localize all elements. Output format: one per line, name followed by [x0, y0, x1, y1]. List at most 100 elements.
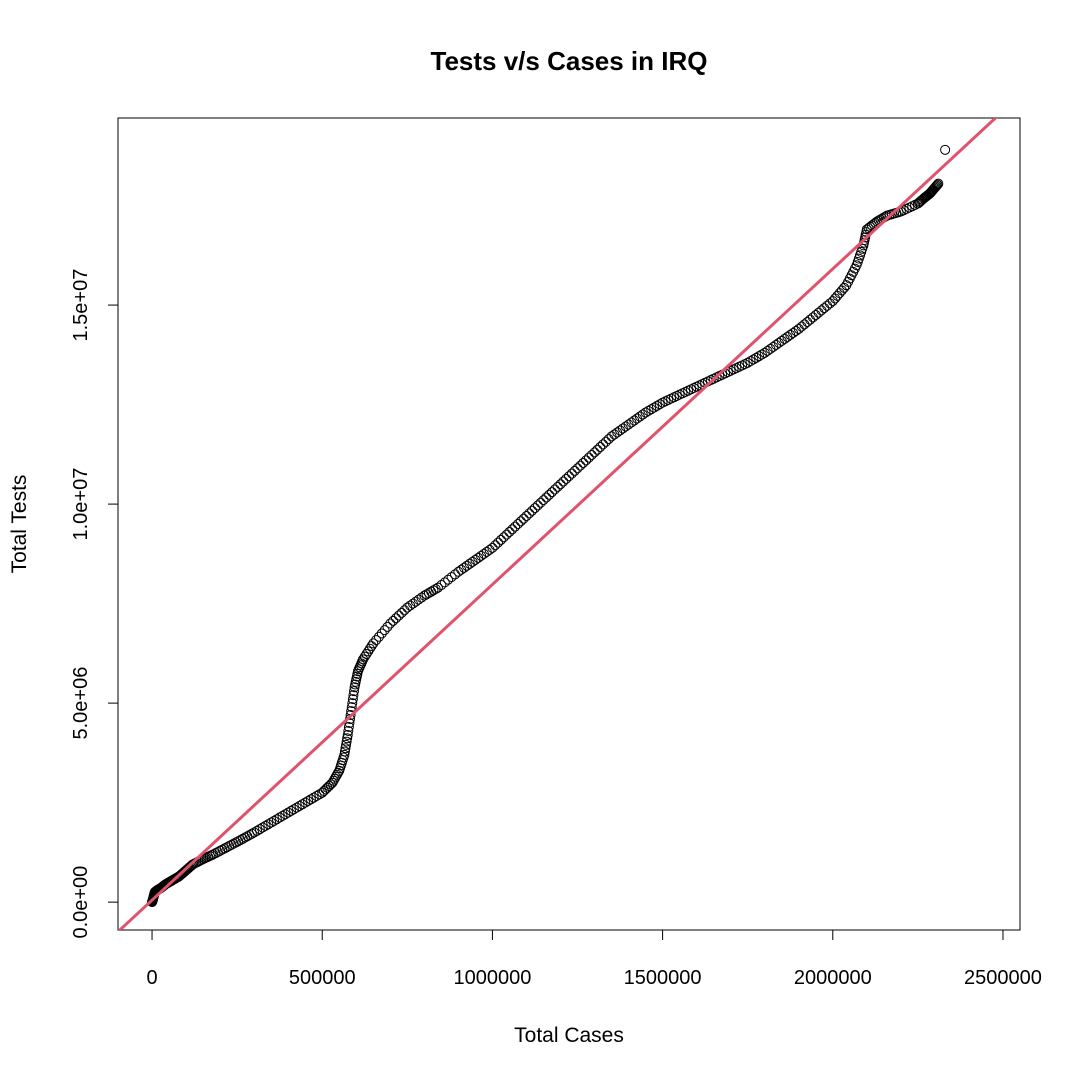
data-point — [373, 631, 384, 642]
data-point — [305, 794, 316, 805]
data-point — [320, 784, 331, 795]
data-point — [940, 144, 951, 155]
data-point — [280, 809, 291, 820]
data-point — [249, 827, 260, 838]
data-point — [745, 356, 756, 367]
data-point — [341, 736, 352, 747]
data-point — [399, 605, 410, 616]
data-point — [561, 473, 572, 484]
data-point — [541, 492, 552, 503]
data-point — [512, 519, 523, 529]
data-point — [813, 307, 824, 318]
data-point — [300, 797, 311, 808]
data-point — [546, 487, 557, 498]
data-point — [359, 651, 370, 662]
data-point — [184, 862, 195, 873]
data-point — [756, 349, 767, 360]
data-point — [931, 180, 942, 191]
data-point — [364, 643, 375, 654]
data-point — [343, 722, 354, 732]
data-point — [868, 219, 879, 230]
data-point — [393, 610, 404, 621]
data-point — [529, 503, 540, 514]
data-point — [748, 354, 759, 365]
data-point — [535, 497, 546, 508]
data-point — [274, 812, 285, 823]
data-point — [361, 649, 372, 660]
data-point — [333, 767, 344, 778]
data-point — [311, 790, 322, 801]
data-point — [286, 805, 297, 816]
data-point — [827, 296, 838, 307]
data-point — [363, 646, 374, 657]
data-point — [347, 698, 358, 709]
x-tick-label: 2500000 — [964, 967, 1042, 989]
data-point — [583, 452, 594, 463]
data-point — [390, 613, 401, 624]
chart-title: Tests v/s Cases in IRQ — [431, 46, 708, 76]
data-point — [507, 524, 518, 535]
data-point — [288, 804, 299, 815]
data-point — [379, 625, 390, 636]
data-point — [830, 293, 841, 304]
data-point — [807, 312, 818, 323]
data-point — [297, 799, 308, 810]
data-point — [578, 457, 589, 468]
data-point — [416, 592, 427, 603]
data-point — [834, 288, 845, 299]
x-tick-label: 500000 — [289, 967, 356, 989]
data-point — [930, 181, 941, 192]
data-point — [524, 508, 535, 519]
data-point — [318, 786, 329, 797]
y-axis: 0.0e+00 5.0e+06 1.0e+07 1.5e+07 — [70, 269, 119, 939]
data-point — [538, 495, 549, 506]
data-point — [549, 484, 560, 495]
data-point — [357, 656, 368, 667]
data-point — [341, 739, 352, 750]
data-point — [266, 817, 277, 828]
data-point — [586, 450, 597, 461]
x-axis-label: Total Cases — [514, 1024, 624, 1047]
data-point — [564, 471, 574, 482]
data-point — [640, 407, 651, 418]
data-point — [257, 822, 268, 833]
data-point — [339, 749, 350, 760]
data-point — [308, 792, 319, 803]
data-point — [260, 820, 271, 831]
data-point — [654, 399, 665, 410]
data-point — [501, 529, 512, 540]
x-tick-label: 2000000 — [794, 967, 872, 989]
data-point — [544, 489, 555, 500]
data-point — [799, 319, 810, 330]
data-point — [581, 455, 592, 466]
x-axis: 0 500000 1000000 1500000 2000000 2500000 — [146, 929, 1042, 989]
data-point — [575, 460, 586, 471]
data-point — [342, 733, 353, 744]
data-point — [251, 825, 262, 836]
data-point — [303, 795, 314, 806]
y-tick-label: 1.5e+07 — [70, 269, 92, 342]
data-point — [348, 686, 359, 697]
regression-line-group — [118, 118, 998, 930]
x-tick-label: 1000000 — [453, 967, 531, 989]
scatter-points — [147, 144, 951, 908]
data-point — [832, 290, 843, 301]
data-point — [376, 628, 387, 639]
data-point — [572, 463, 583, 474]
data-point — [487, 542, 498, 553]
data-point — [598, 439, 609, 450]
data-point — [346, 702, 357, 713]
data-point — [246, 828, 257, 839]
data-point — [932, 179, 943, 190]
data-point — [263, 819, 274, 830]
data-point — [283, 807, 294, 818]
data-point — [819, 303, 830, 314]
data-point — [836, 285, 847, 296]
data-point — [510, 521, 521, 532]
data-point — [340, 743, 351, 754]
data-point — [498, 532, 509, 543]
data-point — [515, 516, 526, 527]
data-point — [521, 511, 532, 522]
data-point — [637, 409, 648, 420]
